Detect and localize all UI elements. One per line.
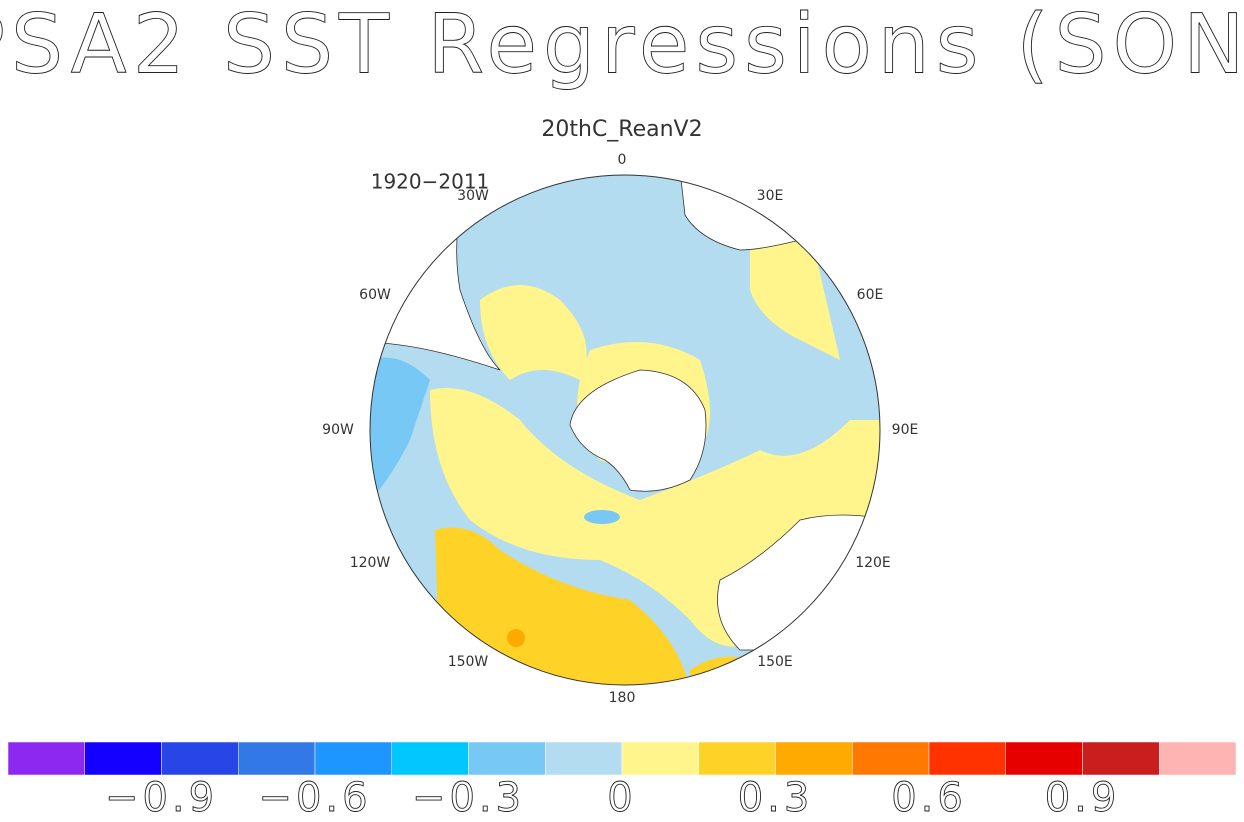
colorbar-box xyxy=(391,741,469,776)
colorbar-tick-label: −0.3 xyxy=(412,775,525,821)
colorbar-box xyxy=(238,741,316,776)
colorbar-box xyxy=(84,741,162,776)
colorbar-box xyxy=(545,741,623,776)
colorbar-box xyxy=(698,741,776,776)
colorbar-box xyxy=(928,741,1006,776)
lon-label: 60E xyxy=(857,287,884,303)
lon-label: 30W xyxy=(457,188,489,204)
lon-labels: 0 30E 60E 90E 120E 150E 180 150W 120W 90… xyxy=(322,152,918,706)
colorbar-tick-label: −0.9 xyxy=(105,775,218,821)
lon-label: 150W xyxy=(448,654,489,670)
lon-label: 90W xyxy=(322,422,354,438)
subtitle: 20thC_ReanV2 xyxy=(541,117,702,142)
lon-label: 60W xyxy=(359,287,391,303)
title: PSA2 SST Regressions (SON) xyxy=(0,0,1244,92)
colorbar-box xyxy=(7,741,85,776)
colorbar: −0.9 −0.6 −0.3 0 0.3 0.6 0.9 xyxy=(7,741,1237,821)
map-frame xyxy=(369,174,881,686)
period: 1920−2011 xyxy=(371,170,490,194)
colorbar-tick-label: 0.6 xyxy=(891,775,967,821)
colorbar-tick-label: 0 xyxy=(607,775,636,821)
colorbar-box xyxy=(314,741,392,776)
colorbar-box xyxy=(468,741,546,776)
colorbar-box xyxy=(161,741,239,776)
colorbar-tick-label: 0.9 xyxy=(1045,775,1121,821)
map xyxy=(370,175,880,685)
lon-label: 150E xyxy=(757,654,793,670)
colorbar-box xyxy=(1005,741,1083,776)
lon-label: 120E xyxy=(855,555,891,571)
colorbar-box xyxy=(621,741,699,776)
colorbar-box xyxy=(1082,741,1160,776)
colorbar-tick-label: 0.3 xyxy=(738,775,814,821)
lon-label: 180 xyxy=(609,690,636,706)
lon-label: 120W xyxy=(350,555,391,571)
lon-label: 30E xyxy=(757,188,784,204)
colorbar-box xyxy=(852,741,930,776)
colorbar-box xyxy=(775,741,853,776)
colorbar-box xyxy=(1159,741,1237,776)
lon-label: 0 xyxy=(618,152,627,168)
colorbar-tick-label: −0.6 xyxy=(258,775,371,821)
lon-label: 90E xyxy=(892,422,919,438)
